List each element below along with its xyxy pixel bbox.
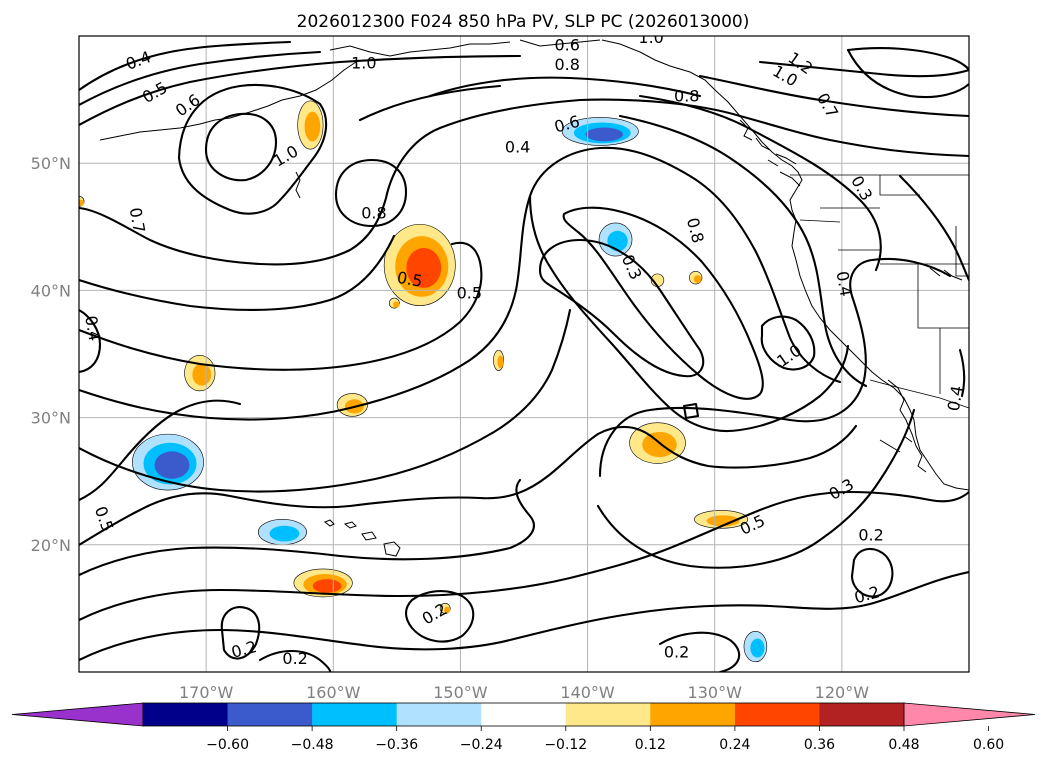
pv-shade <box>393 301 400 308</box>
lon-tick-label: 130°W <box>688 683 743 702</box>
colorbar-swatch <box>650 703 736 726</box>
pv-feature-positive <box>383 223 456 306</box>
latitude-labels: 50°N 40°N 30°N 20°N <box>31 154 71 555</box>
pv-feature-negative <box>132 433 204 491</box>
pv-shade <box>497 355 504 369</box>
pv-feature-positive <box>688 271 703 285</box>
pv-shade <box>269 525 300 542</box>
pv-feature-negative <box>743 630 768 663</box>
pv-shade <box>79 199 85 207</box>
pv-feature-negative <box>257 519 307 546</box>
pv-feature-positive <box>297 100 324 150</box>
pv-shade <box>585 127 623 142</box>
pv-feature-positive <box>388 297 400 309</box>
colorbar-extend-low <box>11 702 144 727</box>
pv-shade <box>312 579 342 593</box>
map-frame <box>78 35 970 673</box>
colorbar-swatch <box>143 703 229 726</box>
contour-label: 1.0 <box>638 28 663 47</box>
contour-label: 0.2 <box>858 525 883 544</box>
lon-tick-label: 170°W <box>179 683 234 702</box>
contour-label: 0.7 <box>126 206 149 234</box>
contour-label: 0.2 <box>282 649 307 668</box>
colorbar-tick-label: 0.36 <box>804 737 835 753</box>
colorbar-frame <box>142 702 905 727</box>
colorbar-swatch <box>819 703 905 726</box>
pv-shade <box>693 275 702 284</box>
lat-tick-label: 30°N <box>31 409 71 428</box>
contour-label: 0.4 <box>81 314 104 342</box>
contour-label: 0.2 <box>664 642 689 661</box>
lon-tick-label: 140°W <box>560 683 615 702</box>
lat-tick-label: 20°N <box>31 536 71 555</box>
colorbar-tick-label: 0.48 <box>888 737 919 753</box>
lon-tick-label: 160°W <box>306 683 361 702</box>
colorbar-swatch <box>312 703 398 726</box>
contour-label: 0.6 <box>555 36 580 55</box>
hawaii-islands <box>324 519 401 557</box>
chart-title: 2026012300 F024 850 hPa PV, SLP PC (2026… <box>297 12 750 32</box>
pv-shade <box>642 431 677 458</box>
contour-label: 0.4 <box>833 270 856 298</box>
colorbar: −0.60 −0.48 −0.36 −0.24 −0.12 0.12 0.24 0.36 0.4… <box>11 702 1036 753</box>
pv-shade <box>444 606 451 614</box>
lat-tick-label: 50°N <box>31 154 71 173</box>
colorbar-tick-label: −0.48 <box>291 737 334 753</box>
colorbar-tick-label: 0.60 <box>973 737 1004 753</box>
colorbar-tick-label: −0.60 <box>206 737 249 753</box>
colorbar-extend-high <box>903 702 1036 727</box>
pv-shade <box>304 111 321 142</box>
colorbar-tick-label: 0.24 <box>719 737 750 753</box>
colorbar-tick-label: −0.24 <box>460 737 503 753</box>
colorbar-tick-label: 0.12 <box>635 737 666 753</box>
colorbar-swatch <box>396 703 482 726</box>
contour-label: 0.8 <box>674 87 699 106</box>
pv-feature-positive <box>79 195 85 207</box>
lon-tick-label: 150°W <box>433 683 488 702</box>
contour-label: 0.8 <box>555 55 580 74</box>
contour-label: 0.4 <box>505 137 530 156</box>
contour-label: 0.4 <box>944 384 967 412</box>
pv-feature-positive <box>336 393 368 417</box>
colorbar-swatch <box>227 703 313 726</box>
contour-label: 0.5 <box>396 268 424 291</box>
colorbar-swatch <box>734 703 820 726</box>
colorbar-tick-label: −0.36 <box>375 737 418 753</box>
pv-shade <box>154 451 190 479</box>
longitude-labels: 170°W 160°W 150°W 140°W 130°W 120°W <box>179 683 869 702</box>
pv-feature-positive <box>439 603 451 614</box>
pv-shade <box>750 638 765 658</box>
pv-feature-positive <box>493 349 504 371</box>
slp-pc-contours <box>79 40 969 672</box>
pv-feature-positive <box>629 422 686 464</box>
pv-feature-negative <box>598 222 633 257</box>
colorbar-swatch <box>481 703 567 726</box>
lat-tick-label: 40°N <box>31 281 71 300</box>
contour-label: 1.0 <box>351 53 376 72</box>
colorbar-tick-label: −0.12 <box>544 737 587 753</box>
pv-shade <box>607 230 628 252</box>
pv-shading-layer <box>79 100 768 663</box>
lon-tick-label: 120°W <box>815 683 870 702</box>
contour-label: 0.8 <box>361 204 386 223</box>
pv-feature-positive <box>184 354 216 392</box>
pv-shade <box>192 363 212 386</box>
pv-shade <box>406 248 442 288</box>
contour-label: 0.5 <box>457 284 482 303</box>
pv-feature-positive <box>293 568 353 598</box>
map-area: 0.40.5 0.61.00.7 0.80.50.50.41.00.60.81.00… <box>79 28 969 672</box>
colorbar-swatch <box>565 703 651 726</box>
pv-feature-negative <box>561 117 639 146</box>
